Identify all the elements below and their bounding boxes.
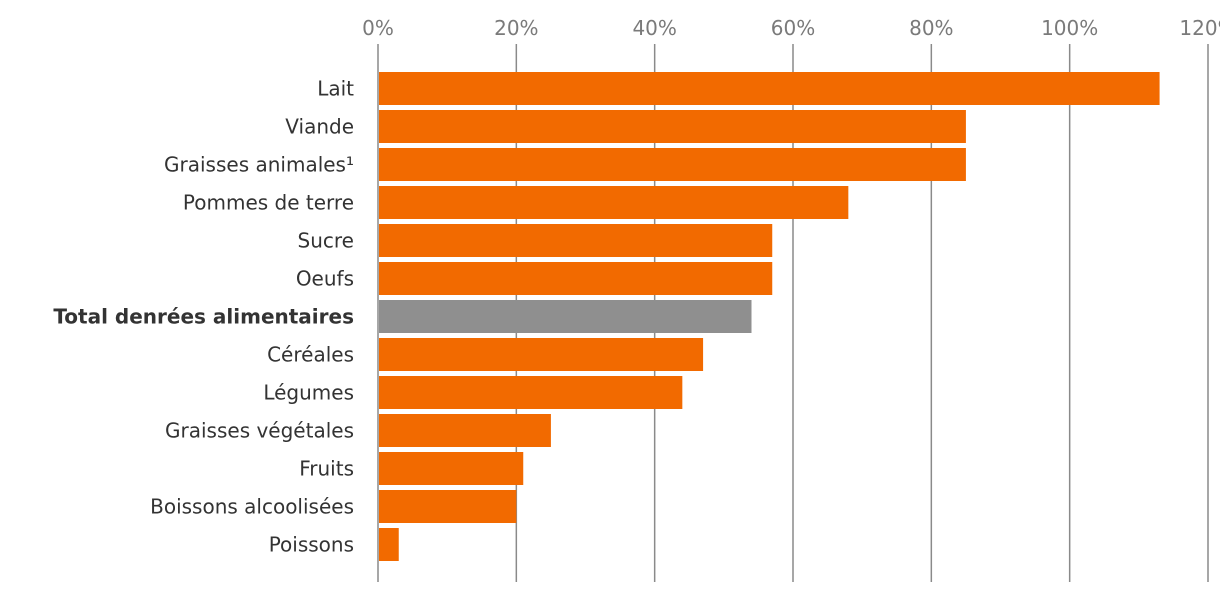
category-label: Boissons alcoolisées	[150, 495, 354, 519]
bar	[379, 414, 551, 447]
bar	[379, 376, 683, 409]
x-tick-label: 60%	[771, 16, 815, 40]
x-tick-label: 40%	[632, 16, 676, 40]
bar	[379, 528, 399, 561]
x-tick-labels: 0% 20% 40% 60% 80% 100% 120%	[362, 16, 1220, 40]
bar	[379, 72, 1160, 105]
bar	[379, 224, 773, 257]
category-label: Lait	[317, 77, 354, 101]
bar	[379, 110, 966, 143]
x-tick-label: 80%	[909, 16, 953, 40]
x-tick-label: 0%	[362, 16, 394, 40]
category-label: Sucre	[298, 229, 354, 253]
bar	[379, 490, 517, 523]
category-label: Viande	[285, 115, 354, 139]
bar	[379, 148, 966, 181]
bar	[379, 300, 752, 333]
category-label: Graisses animales¹	[164, 153, 354, 177]
x-tick-label: 100%	[1041, 16, 1098, 40]
bar	[379, 338, 704, 371]
bar	[379, 186, 849, 219]
category-label: Oeufs	[296, 267, 354, 291]
category-label: Graisses végétales	[165, 419, 354, 443]
bar	[379, 262, 773, 295]
category-labels: Lait Viande Graisses animales¹ Pommes de te…	[53, 77, 354, 557]
category-label: Pommes de terre	[183, 191, 354, 215]
category-label: Céréales	[267, 343, 354, 367]
bar	[379, 452, 524, 485]
category-label: Légumes	[263, 381, 354, 405]
category-label: Fruits	[299, 457, 354, 481]
x-tick-label: 20%	[494, 16, 538, 40]
category-label: Poissons	[269, 533, 354, 557]
bars	[379, 72, 1160, 561]
x-tick-label: 120%	[1179, 16, 1220, 40]
category-label: Total denrées alimentaires	[53, 305, 354, 329]
